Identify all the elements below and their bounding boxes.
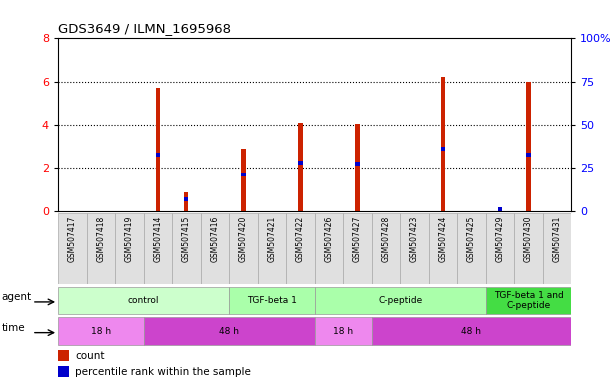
Text: GSM507419: GSM507419 — [125, 215, 134, 262]
Text: 18 h: 18 h — [333, 327, 353, 336]
Text: GSM507420: GSM507420 — [239, 215, 248, 262]
Bar — [543, 213, 571, 284]
Bar — [400, 213, 429, 284]
Bar — [58, 286, 229, 314]
Bar — [441, 147, 445, 151]
Bar — [144, 213, 172, 284]
Text: GSM507426: GSM507426 — [324, 215, 334, 262]
Text: GSM507414: GSM507414 — [153, 215, 163, 262]
Text: GSM507417: GSM507417 — [68, 215, 77, 262]
Bar — [258, 213, 286, 284]
Text: percentile rank within the sample: percentile rank within the sample — [75, 366, 251, 376]
Bar — [371, 213, 400, 284]
Text: agent: agent — [2, 292, 32, 302]
Bar — [315, 213, 343, 284]
Bar — [58, 317, 144, 345]
Bar — [229, 286, 315, 314]
Bar — [429, 213, 457, 284]
Text: C-peptide: C-peptide — [378, 296, 422, 305]
Bar — [241, 172, 246, 176]
Text: GSM507422: GSM507422 — [296, 215, 305, 262]
Bar — [441, 77, 445, 211]
Bar — [286, 213, 315, 284]
Bar — [229, 213, 258, 284]
Bar — [200, 213, 229, 284]
Text: TGF-beta 1 and
C-peptide: TGF-beta 1 and C-peptide — [494, 291, 563, 310]
Bar — [371, 317, 571, 345]
Bar — [498, 207, 502, 210]
Bar — [486, 213, 514, 284]
Bar — [144, 317, 315, 345]
Text: GSM507418: GSM507418 — [97, 215, 105, 262]
Text: 48 h: 48 h — [219, 327, 239, 336]
Bar — [87, 213, 115, 284]
Bar — [185, 192, 189, 211]
Text: GSM507415: GSM507415 — [182, 215, 191, 262]
Text: 48 h: 48 h — [461, 327, 481, 336]
Bar — [298, 161, 302, 164]
Bar — [527, 81, 530, 211]
Text: GSM507431: GSM507431 — [552, 215, 562, 262]
Bar — [298, 122, 302, 211]
Bar — [356, 124, 360, 211]
Text: GSM507421: GSM507421 — [268, 215, 276, 262]
Text: GDS3649 / ILMN_1695968: GDS3649 / ILMN_1695968 — [58, 22, 231, 35]
Bar — [527, 153, 530, 157]
Bar — [356, 162, 360, 166]
Bar — [457, 213, 486, 284]
Bar — [156, 88, 160, 211]
Text: GSM507423: GSM507423 — [410, 215, 419, 262]
Text: GSM507416: GSM507416 — [210, 215, 219, 262]
Bar — [172, 213, 200, 284]
Bar — [241, 149, 246, 211]
Text: GSM507427: GSM507427 — [353, 215, 362, 262]
Text: time: time — [2, 323, 26, 333]
Text: control: control — [128, 296, 159, 305]
Bar — [315, 317, 371, 345]
Bar — [115, 213, 144, 284]
Bar — [58, 213, 87, 284]
Bar — [486, 286, 571, 314]
Text: GSM507429: GSM507429 — [496, 215, 505, 262]
Text: GSM507425: GSM507425 — [467, 215, 476, 262]
Bar — [58, 351, 69, 361]
Text: count: count — [75, 351, 104, 361]
Text: 18 h: 18 h — [91, 327, 111, 336]
Bar — [343, 213, 371, 284]
Text: TGF-beta 1: TGF-beta 1 — [247, 296, 297, 305]
Text: GSM507424: GSM507424 — [439, 215, 447, 262]
Bar — [514, 213, 543, 284]
Text: GSM507430: GSM507430 — [524, 215, 533, 262]
Text: GSM507428: GSM507428 — [381, 215, 390, 262]
Bar — [185, 197, 189, 201]
Bar — [58, 366, 69, 377]
Bar — [315, 286, 486, 314]
Bar — [156, 153, 160, 157]
